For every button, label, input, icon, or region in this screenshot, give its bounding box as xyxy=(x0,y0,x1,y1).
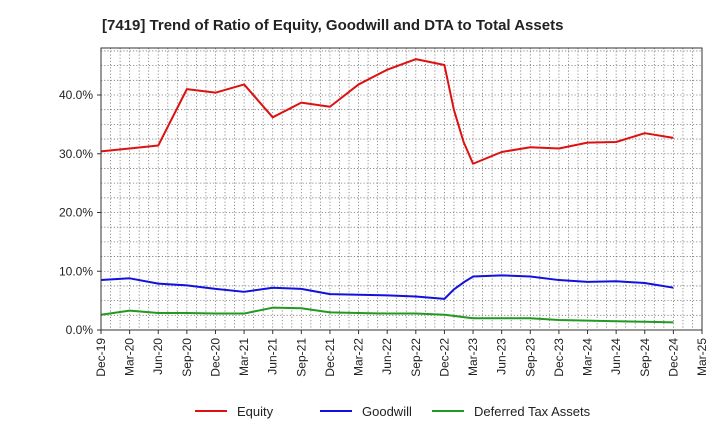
y-tick-label: 0.0% xyxy=(66,323,94,337)
x-tick-label: Dec-21 xyxy=(323,338,337,377)
series-line-equity xyxy=(100,58,674,165)
y-tick-label: 30.0% xyxy=(59,147,93,161)
x-tick-label: Sep-22 xyxy=(409,338,423,377)
x-tick-label: Sep-23 xyxy=(523,338,537,377)
x-tick-label: Sep-21 xyxy=(294,338,308,377)
series-line-deferred-tax-assets xyxy=(100,306,674,324)
x-tick-label: Jun-23 xyxy=(495,338,509,375)
x-tick-label: Jun-21 xyxy=(266,338,280,375)
x-tick-label: Jun-22 xyxy=(380,338,394,375)
y-tick-label: 20.0% xyxy=(59,206,93,220)
x-tick-label: Mar-23 xyxy=(466,338,480,376)
series-line-goodwill xyxy=(100,274,674,300)
legend-label: Goodwill xyxy=(362,404,412,419)
x-tick-label: Sep-24 xyxy=(638,338,652,377)
line-layer xyxy=(100,58,674,324)
y-tick-label: 10.0% xyxy=(59,264,93,278)
x-tick-label: Dec-23 xyxy=(552,338,566,377)
x-tick-label: Mar-22 xyxy=(352,338,366,376)
legend-label: Equity xyxy=(237,404,274,419)
x-tick-label: Dec-19 xyxy=(94,338,108,377)
x-tick-label: Mar-24 xyxy=(581,338,595,376)
axis-layer: 0.0% 10.0% 20.0% 30.0% 40.0% Dec-19 Mar-20 Jun-… xyxy=(59,47,709,377)
chart-title: [7419] Trend of Ratio of Equity, Goodwil… xyxy=(102,17,563,34)
x-tick-label: Mar-20 xyxy=(123,338,137,376)
legend: Equity Goodwill Deferred Tax Assets xyxy=(195,404,591,419)
legend-label: Deferred Tax Assets xyxy=(474,404,591,419)
y-tick-label: 40.0% xyxy=(59,88,93,102)
x-tick-label: Mar-25 xyxy=(695,338,709,376)
x-tick-label: Jun-20 xyxy=(151,338,165,375)
x-tick-label: Dec-22 xyxy=(437,338,451,377)
x-tick-label: Sep-20 xyxy=(180,338,194,377)
x-tick-label: Dec-24 xyxy=(666,338,680,377)
plot-border xyxy=(100,47,703,331)
x-tick-label: Mar-21 xyxy=(237,338,251,376)
x-tick-label: Dec-20 xyxy=(208,338,222,377)
grid-layer xyxy=(101,48,702,330)
x-tick-label: Jun-24 xyxy=(609,338,623,375)
